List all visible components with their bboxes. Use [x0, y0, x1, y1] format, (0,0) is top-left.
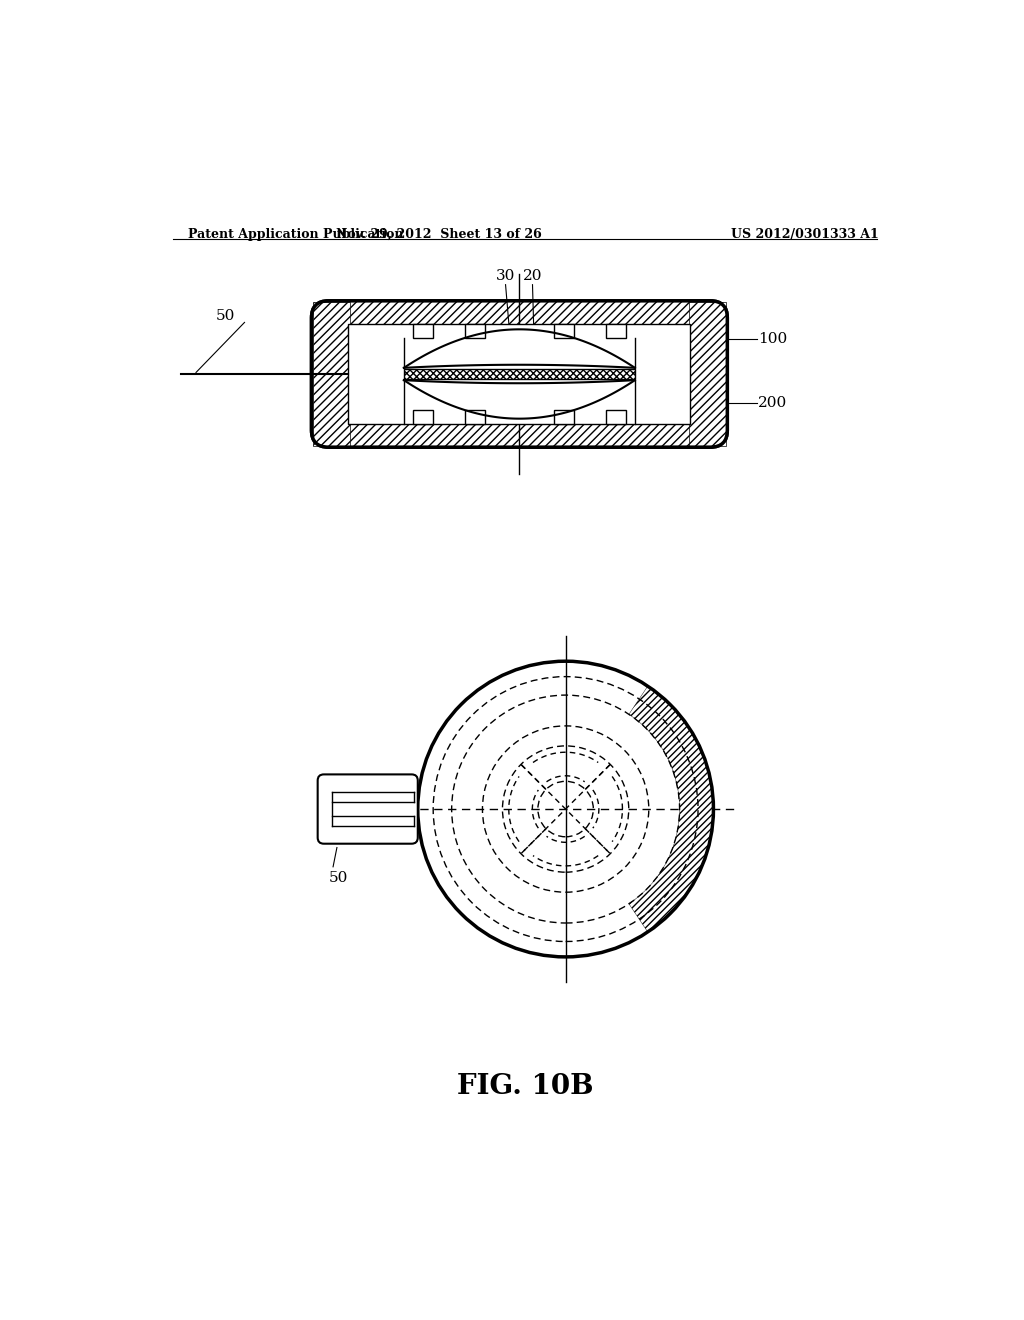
Bar — [348, 323, 690, 424]
Text: US 2012/0301333 A1: US 2012/0301333 A1 — [731, 227, 879, 240]
Bar — [313, 302, 350, 446]
Bar — [413, 323, 433, 338]
Bar — [403, 368, 635, 379]
Polygon shape — [629, 686, 714, 932]
Text: 100: 100 — [758, 333, 787, 346]
Text: 200: 200 — [758, 396, 787, 411]
Bar — [689, 302, 726, 446]
FancyBboxPatch shape — [311, 301, 727, 447]
Bar — [329, 424, 711, 447]
Bar — [413, 411, 433, 424]
Text: 50: 50 — [215, 309, 234, 323]
Text: 30: 30 — [496, 269, 515, 284]
Bar — [465, 411, 484, 424]
Text: FIG. 10B: FIG. 10B — [457, 1073, 593, 1100]
Bar — [605, 323, 626, 338]
Text: Patent Application Publication: Patent Application Publication — [188, 227, 403, 240]
Bar — [554, 411, 574, 424]
Bar — [465, 323, 484, 338]
FancyBboxPatch shape — [317, 775, 418, 843]
Text: 50: 50 — [330, 871, 348, 884]
Bar — [554, 323, 574, 338]
Text: 20: 20 — [522, 269, 543, 284]
Text: Nov. 29, 2012  Sheet 13 of 26: Nov. 29, 2012 Sheet 13 of 26 — [336, 227, 542, 240]
Bar — [329, 301, 711, 323]
Bar — [605, 411, 626, 424]
